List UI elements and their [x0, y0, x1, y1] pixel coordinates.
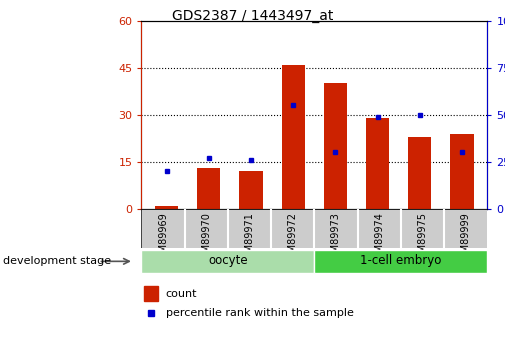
Bar	[366, 118, 389, 209]
Text: count: count	[166, 289, 197, 298]
Text: GSM89972: GSM89972	[288, 212, 298, 265]
Bar	[314, 250, 487, 273]
Bar	[155, 206, 178, 209]
Text: GSM89970: GSM89970	[201, 212, 211, 265]
Text: GSM89999: GSM89999	[461, 212, 471, 265]
Text: 1-cell embryo: 1-cell embryo	[360, 254, 441, 267]
Text: GSM89971: GSM89971	[244, 212, 255, 265]
Bar	[324, 83, 347, 209]
Text: percentile rank within the sample: percentile rank within the sample	[166, 308, 354, 318]
Text: GSM89969: GSM89969	[158, 212, 168, 265]
Bar	[408, 137, 431, 209]
Text: oocyte: oocyte	[208, 254, 247, 267]
Bar	[282, 65, 305, 209]
Bar	[141, 250, 314, 273]
Text: GSM89975: GSM89975	[418, 212, 427, 265]
Text: GSM89974: GSM89974	[374, 212, 384, 265]
Text: GDS2387 / 1443497_at: GDS2387 / 1443497_at	[172, 9, 333, 23]
Bar	[144, 286, 159, 301]
Text: GSM89973: GSM89973	[331, 212, 341, 265]
Bar	[450, 134, 474, 209]
Bar	[239, 171, 263, 209]
Text: development stage: development stage	[3, 256, 111, 266]
Bar	[197, 168, 221, 209]
